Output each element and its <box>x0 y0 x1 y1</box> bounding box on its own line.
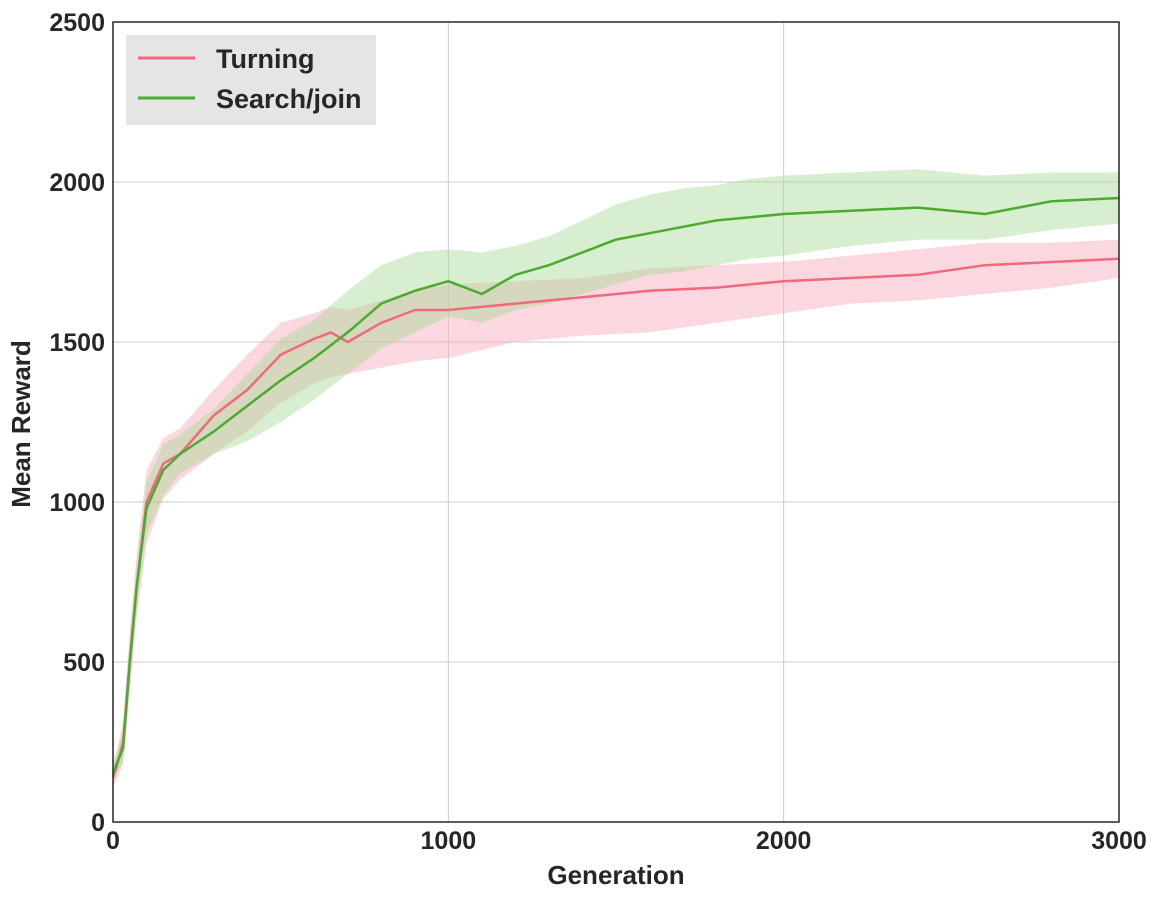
y-axis-ticks: 0 500 1000 1500 2000 2500 <box>49 9 105 837</box>
y-tick-label: 1000 <box>49 489 105 517</box>
legend-label-turning: Turning <box>216 44 314 74</box>
confidence-bands <box>113 169 1119 787</box>
x-tick-label: 3000 <box>1091 827 1147 855</box>
x-axis-ticks: 0 1000 2000 3000 <box>106 827 1147 855</box>
y-tick-label: 2000 <box>49 169 105 197</box>
y-tick-label: 500 <box>63 649 105 677</box>
legend-label-search-join: Search/join <box>216 84 362 114</box>
y-tick-label: 0 <box>91 809 105 837</box>
plot-frame <box>112 21 1120 823</box>
x-tick-label: 1000 <box>421 827 477 855</box>
y-tick-label: 1500 <box>49 329 105 357</box>
y-axis-title: Mean Reward <box>6 340 36 508</box>
y-tick-label: 2500 <box>49 9 105 37</box>
legend-box <box>126 35 376 125</box>
x-tick-label: 0 <box>106 827 120 855</box>
x-axis-title: Generation <box>547 860 684 890</box>
legend: Turning Search/join <box>126 35 376 125</box>
line-search-join <box>111 196 1120 775</box>
series-lines <box>111 196 1120 778</box>
x-tick-label: 2000 <box>756 827 812 855</box>
band-search-join <box>113 169 1119 784</box>
grid-lines <box>113 22 1119 822</box>
plot-background <box>113 22 1119 822</box>
